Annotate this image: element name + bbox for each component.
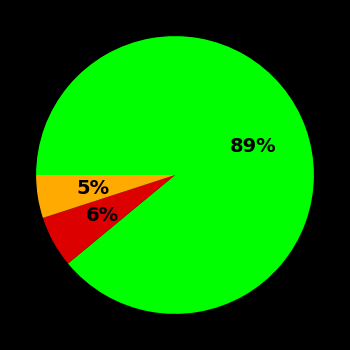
- Wedge shape: [36, 175, 175, 218]
- Text: 6%: 6%: [85, 206, 119, 225]
- Wedge shape: [36, 36, 314, 314]
- Text: 89%: 89%: [230, 137, 277, 156]
- Text: 5%: 5%: [76, 178, 109, 197]
- Wedge shape: [43, 175, 175, 264]
